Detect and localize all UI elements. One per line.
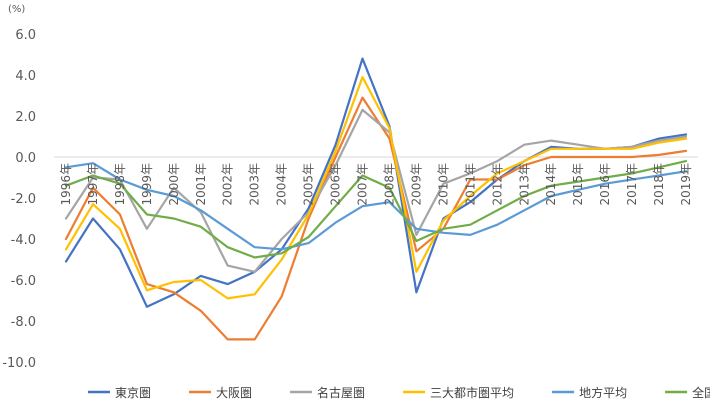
legend-item: 全国平均 [665, 385, 710, 400]
x-tick-label: 2003年 [248, 163, 262, 206]
y-tick-label: -6.0 [11, 274, 36, 289]
x-tick-label: 2000年 [167, 163, 181, 206]
series-lines [64, 57, 688, 341]
legend-item: 三大都市圏平均 [403, 385, 514, 400]
x-tick-label: 2004年 [275, 163, 289, 206]
x-tick-label: 2006年 [329, 163, 343, 206]
legend-label: 全国平均 [692, 385, 710, 400]
legend-item: 名古屋圏 [290, 385, 365, 400]
y-tick-label: -2.0 [11, 192, 36, 207]
x-tick-label: 2011年 [463, 163, 477, 206]
x-tick-label: 2010年 [436, 163, 450, 206]
x-tick-label: 2014年 [544, 163, 558, 206]
y-tick-label: -10.0 [2, 356, 36, 371]
legend-label: 名古屋圏 [317, 385, 365, 400]
x-tick-label: 2008年 [382, 163, 396, 206]
x-axis-ticks: 1996年 1997年 1998年 1999年 2000年 2001年 2002年 2003年… [59, 163, 693, 206]
legend-label: 東京圏 [115, 386, 151, 400]
legend-item: 地方平均 [552, 385, 627, 400]
x-tick-label: 2001年 [194, 163, 208, 206]
series-line-2 [64, 108, 688, 273]
x-tick-label: 2002年 [221, 163, 235, 206]
series-line-3 [64, 75, 688, 300]
legend: 東京圏 大阪圏 名古屋圏 三大都市圏平均 地方平均 全国平均 [88, 385, 710, 400]
y-tick-label: 4.0 [15, 69, 36, 84]
y-axis-ticks: 6.0 4.0 2.0 0.0 -2.0 -4.0 -6.0 -8.0 -10.0 [2, 28, 36, 371]
x-tick-label: 2007年 [356, 163, 370, 206]
x-tick-label: 1997年 [86, 163, 100, 206]
x-tick-label: 2018年 [652, 163, 666, 206]
x-tick-label: 1999年 [140, 163, 154, 206]
series-line-4 [64, 162, 688, 251]
x-tick-label: 2005年 [302, 163, 316, 206]
series-line-1 [64, 96, 688, 341]
x-tick-label: 2017年 [625, 163, 639, 206]
x-tick-label: 1996年 [59, 163, 73, 206]
x-tick-label: 2009年 [409, 163, 423, 206]
x-tick-label: 2013年 [517, 163, 531, 206]
y-tick-label: -4.0 [11, 233, 36, 248]
x-tick-label: 2015年 [571, 163, 585, 206]
legend-label: 地方平均 [579, 385, 627, 400]
x-tick-label: 2019年 [679, 163, 693, 206]
x-tick-label: 2012年 [490, 163, 504, 206]
y-tick-label: 2.0 [15, 110, 36, 125]
series-line-5 [64, 160, 688, 259]
y-unit-label: (%) [8, 4, 25, 15]
legend-item: 大阪圏 [189, 386, 252, 400]
legend-item: 東京圏 [88, 386, 151, 400]
legend-label: 大阪圏 [216, 386, 252, 400]
x-tick-label: 1998年 [113, 163, 127, 206]
y-tick-label: 6.0 [15, 28, 36, 43]
x-tick-label: 2016年 [598, 163, 612, 206]
legend-label: 三大都市圏平均 [430, 385, 514, 400]
y-tick-label: 0.0 [15, 151, 36, 166]
y-tick-label: -8.0 [11, 315, 36, 330]
